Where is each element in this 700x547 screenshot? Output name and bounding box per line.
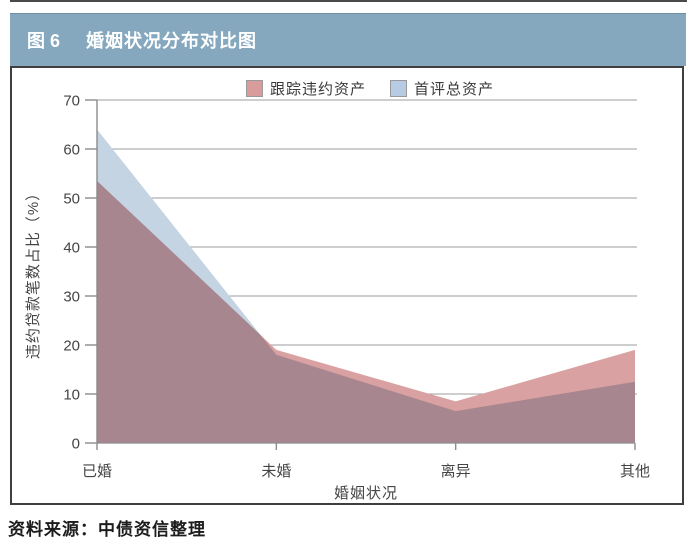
legend-item-tracked-default-assets: 跟踪违约资产 — [246, 79, 367, 98]
area-series-tracked-default-assets — [97, 180, 635, 443]
y-tick-label: 10 — [63, 387, 80, 404]
figure-title: 婚姻状况分布对比图 — [86, 31, 258, 51]
chart-container: 0 10 20 30 40 50 60 70 已婚 未婚 离异 其他婚姻状况 违约贷款笔数占比（%） 跟… — [10, 66, 684, 505]
legend-label: 首评总资产 — [414, 80, 495, 98]
y-tick-label: 60 — [63, 142, 80, 159]
x-tick-label: 其他 — [620, 463, 650, 480]
x-tick-label: 未婚 — [261, 463, 291, 480]
legend-swatch-blue — [390, 79, 407, 97]
figure-header: 图 6 婚姻状况分布对比图 — [10, 13, 686, 66]
legend-label: 跟踪违约资产 — [270, 80, 367, 98]
chart-legend: 跟踪违约资产 首评总资产 — [12, 79, 682, 99]
y-tick-label: 30 — [63, 289, 80, 306]
legend-swatch-pink — [246, 79, 263, 97]
figure-number-label: 图 6 — [27, 31, 61, 51]
y-axis-title: 违约贷款笔数占比（%） — [25, 185, 42, 359]
y-tick-label: 70 — [63, 93, 80, 110]
legend-item-initial-total-assets: 首评总资产 — [390, 79, 495, 98]
x-tick-label: 离异 — [441, 463, 471, 480]
y-tick-label: 50 — [63, 191, 80, 208]
figure-top-rule — [10, 0, 687, 2]
y-tick-label: 40 — [63, 240, 80, 257]
y-tick-label: 0 — [72, 436, 80, 453]
x-tick-label: 已婚 — [82, 463, 112, 480]
y-tick-label: 20 — [63, 338, 80, 355]
source-note: 资料来源：中债资信整理 — [8, 520, 206, 539]
x-axis-title: 婚姻状况 — [334, 485, 398, 502]
